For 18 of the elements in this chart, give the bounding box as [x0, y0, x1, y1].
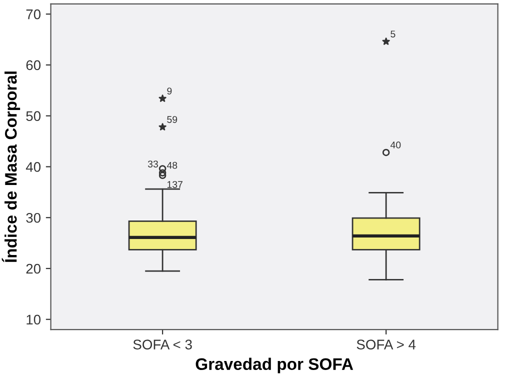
x-tick-label: SOFA < 3	[133, 340, 192, 350]
annotation: 5	[390, 30, 396, 38]
annotation: 33	[148, 160, 158, 168]
y-tick-label: 10	[26, 314, 41, 325]
y-tick-label: 30	[26, 212, 41, 223]
x-axis-title: Gravedad por SOFA	[196, 358, 354, 374]
y-axis-title: Índice de Masa Corporal	[2, 72, 20, 262]
x-tick-label: SOFA > 4	[356, 340, 416, 350]
y-tick-label: 60	[26, 60, 41, 70]
y-tick-label: 70	[26, 9, 41, 20]
y-tick-label: 40	[26, 162, 41, 172]
y-tick-label: 20	[26, 264, 41, 274]
annotation: 9	[167, 88, 172, 94]
annotation: 48	[166, 162, 178, 169]
y-tick-label: 50	[26, 111, 41, 122]
annotation: 40	[390, 142, 401, 148]
annotation: 137	[167, 181, 182, 188]
annotation: 59	[167, 116, 178, 123]
